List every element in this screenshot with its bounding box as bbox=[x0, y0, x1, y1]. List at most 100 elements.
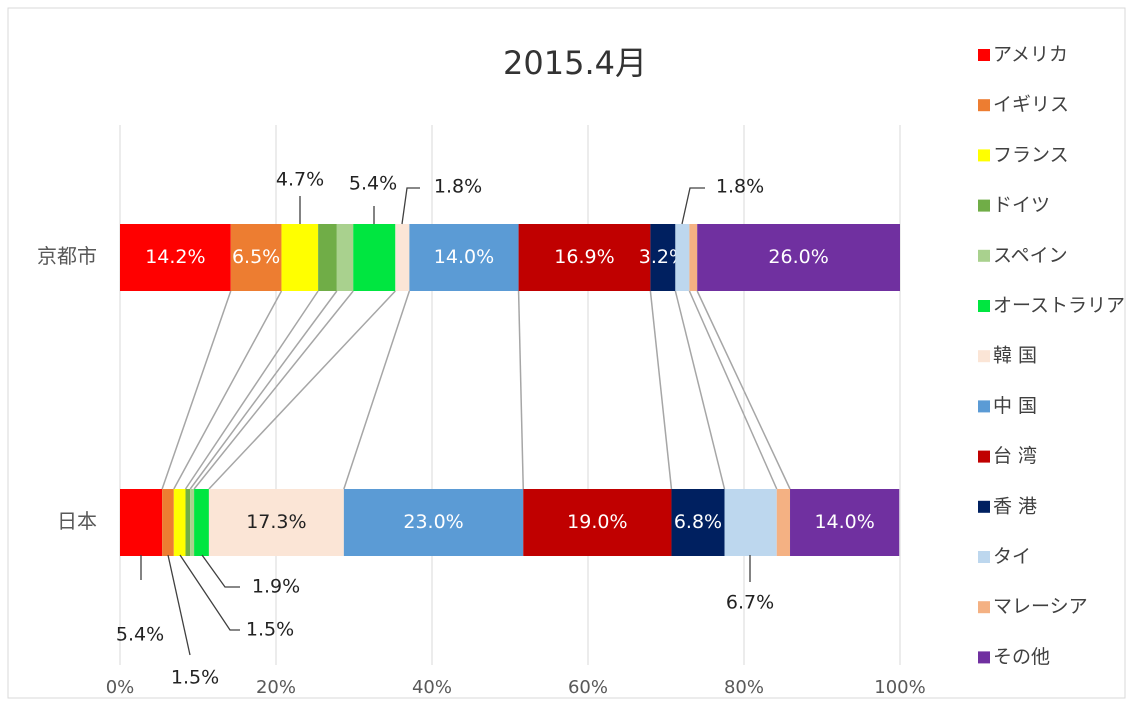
series-line bbox=[696, 290, 791, 490]
data-label: 5.4% bbox=[116, 624, 164, 646]
legend-swatch bbox=[978, 300, 990, 312]
data-label: 4.7% bbox=[276, 169, 324, 191]
legend-label: イギリス bbox=[993, 94, 1069, 116]
chart-frame bbox=[7, 7, 1126, 699]
leader-line bbox=[201, 554, 240, 588]
x-tick-label: 80% bbox=[724, 677, 764, 698]
bar-segment bbox=[671, 489, 725, 556]
legend-label: マレーシア bbox=[993, 596, 1088, 618]
chart-title: 2015.4月 bbox=[503, 44, 647, 82]
bar-segment bbox=[173, 489, 186, 556]
legend-swatch bbox=[978, 450, 990, 463]
legend-swatch bbox=[978, 551, 990, 563]
bar-segment bbox=[790, 489, 900, 556]
x-tick-label: 20% bbox=[256, 677, 296, 698]
series-line bbox=[184, 290, 319, 490]
leader-line bbox=[179, 554, 240, 631]
series-line bbox=[649, 290, 673, 490]
bar-segment bbox=[409, 224, 519, 291]
bar-segment bbox=[523, 489, 672, 556]
bar-segment bbox=[343, 489, 524, 556]
bar-segment bbox=[353, 224, 396, 291]
legend-swatch bbox=[978, 249, 990, 262]
data-label: 1.5% bbox=[246, 619, 294, 641]
data-label: 16.9% bbox=[554, 246, 614, 268]
legend-swatch bbox=[978, 199, 990, 212]
bar-segment bbox=[650, 224, 676, 291]
legend-label: フランス bbox=[993, 144, 1069, 166]
legend-label: その他 bbox=[993, 646, 1050, 668]
leader-line bbox=[401, 187, 420, 225]
data-label: 23.0% bbox=[403, 511, 463, 533]
legend-swatch bbox=[978, 400, 990, 413]
leader-line bbox=[167, 554, 191, 656]
bar-segment bbox=[336, 224, 354, 291]
data-label: 17.3% bbox=[246, 511, 306, 533]
series-line bbox=[674, 290, 726, 490]
x-tick-label: 60% bbox=[568, 677, 608, 698]
bar-segment bbox=[185, 489, 191, 556]
legend-label: スペイン bbox=[993, 244, 1068, 266]
data-label: 14.2% bbox=[145, 246, 205, 268]
leader-line bbox=[681, 187, 705, 225]
legend-swatch bbox=[978, 149, 990, 162]
legend-label: 台 湾 bbox=[993, 445, 1037, 467]
series-line bbox=[173, 290, 283, 490]
bar-segment bbox=[190, 489, 195, 556]
legend-label: 香 港 bbox=[993, 495, 1037, 517]
series-line bbox=[208, 290, 396, 490]
y-tick-label: 京都市 bbox=[37, 244, 97, 268]
x-tick-label: 0% bbox=[106, 677, 135, 698]
bar-segment bbox=[689, 224, 698, 291]
series-line bbox=[517, 290, 525, 490]
bar-segment bbox=[162, 489, 174, 556]
bar-segment bbox=[230, 224, 282, 291]
bar-segment bbox=[318, 224, 337, 291]
series-line bbox=[343, 290, 411, 490]
data-label: 6.7% bbox=[726, 592, 774, 614]
bar-segment bbox=[120, 489, 163, 556]
data-label: 14.0% bbox=[434, 246, 494, 268]
legend-swatch bbox=[978, 99, 990, 112]
data-label: 1.8% bbox=[434, 176, 482, 198]
data-label: 1.8% bbox=[716, 176, 764, 198]
bar-segment bbox=[395, 224, 410, 291]
bar-segment bbox=[194, 489, 209, 556]
series-line bbox=[688, 290, 778, 490]
legend-label: タイ bbox=[993, 546, 1031, 568]
series-line bbox=[161, 290, 232, 490]
bar-segment bbox=[697, 224, 900, 291]
data-label: 3.2% bbox=[639, 246, 687, 268]
legend-label: オーストラリア bbox=[993, 295, 1125, 317]
data-label: 14.0% bbox=[814, 511, 874, 533]
data-label: 1.5% bbox=[171, 667, 219, 689]
legend-swatch bbox=[978, 601, 990, 614]
bar-segment bbox=[675, 224, 690, 291]
legend-label: 中 国 bbox=[993, 395, 1037, 417]
bar-segment bbox=[120, 224, 231, 291]
data-label: 6.5% bbox=[232, 246, 280, 268]
series-line bbox=[193, 290, 354, 490]
legend-label: 韓 国 bbox=[993, 345, 1037, 367]
bar-segment bbox=[776, 489, 791, 556]
bar-segment bbox=[724, 489, 777, 556]
legend-swatch bbox=[978, 651, 990, 664]
data-label: 6.8% bbox=[674, 511, 722, 533]
data-label: 5.4% bbox=[349, 173, 397, 195]
bar-segment bbox=[281, 224, 319, 291]
data-label: 19.0% bbox=[567, 511, 627, 533]
data-label: 1.9% bbox=[252, 576, 300, 598]
bar-segment bbox=[208, 489, 344, 556]
legend-label: ドイツ bbox=[993, 194, 1050, 216]
legend-swatch bbox=[978, 350, 990, 363]
legend-swatch bbox=[978, 49, 990, 61]
x-tick-label: 40% bbox=[412, 677, 452, 698]
x-tick-label: 100% bbox=[874, 677, 925, 698]
bar-segment bbox=[518, 224, 651, 291]
y-tick-label: 日本 bbox=[57, 509, 97, 533]
series-line bbox=[189, 290, 338, 490]
legend-swatch bbox=[978, 500, 990, 513]
data-label: 26.0% bbox=[768, 246, 828, 268]
legend-label: アメリカ bbox=[993, 44, 1068, 66]
